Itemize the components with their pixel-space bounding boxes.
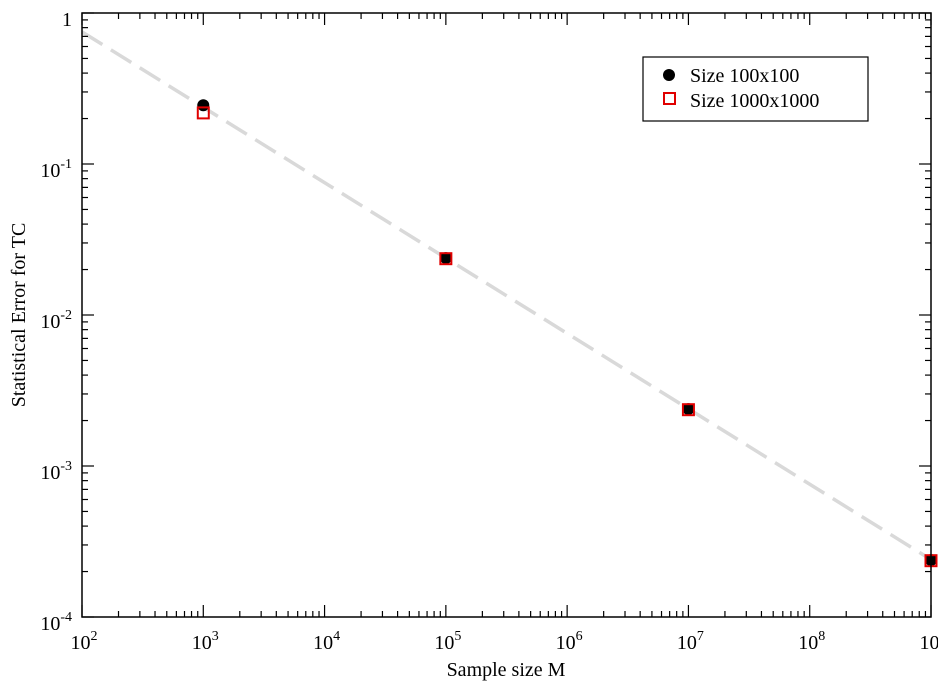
x-tick-label: 108: [798, 629, 825, 654]
x-tick-label: 105: [434, 629, 461, 654]
point-series-1: [197, 99, 210, 112]
x-axis-title: Sample size M: [447, 659, 566, 681]
point-series-1: [439, 252, 452, 265]
fit-line: [81, 30, 932, 562]
legend-label-series-1: Size 100x100: [690, 65, 799, 87]
x-tick-label: 107: [677, 629, 704, 654]
axis-ticks: [81, 12, 932, 618]
legend-label-series-2: Size 1000x1000: [690, 90, 819, 112]
legend-marker-series-2: [663, 92, 676, 105]
point-series-2: [196, 106, 210, 120]
x-tick-label: 109: [920, 629, 938, 654]
legend-box: [642, 56, 869, 122]
legend-marker-series-1: [663, 69, 675, 81]
plot-frame: [81, 12, 932, 618]
data-points: [196, 99, 938, 568]
legend: Size 100x100 Size 1000x1000: [642, 56, 869, 122]
y-tick-label: 10-3: [40, 459, 72, 484]
y-tick-label: 10-2: [40, 308, 72, 333]
y-tick-label: 10-1: [40, 157, 72, 182]
x-tick-label: 102: [71, 629, 98, 654]
point-series-1: [682, 403, 695, 416]
x-tick-label: 103: [192, 629, 219, 654]
y-tick-label: 1: [62, 9, 72, 31]
y-tick-label: 10-4: [40, 610, 72, 635]
x-tick-label: 104: [313, 629, 340, 654]
point-series-2: [681, 403, 695, 417]
y-axis-title: Statistical Error for TC: [8, 223, 30, 408]
point-series-2: [439, 252, 453, 266]
fit-line-layer: [81, 30, 932, 562]
x-tick-label: 106: [556, 629, 583, 654]
